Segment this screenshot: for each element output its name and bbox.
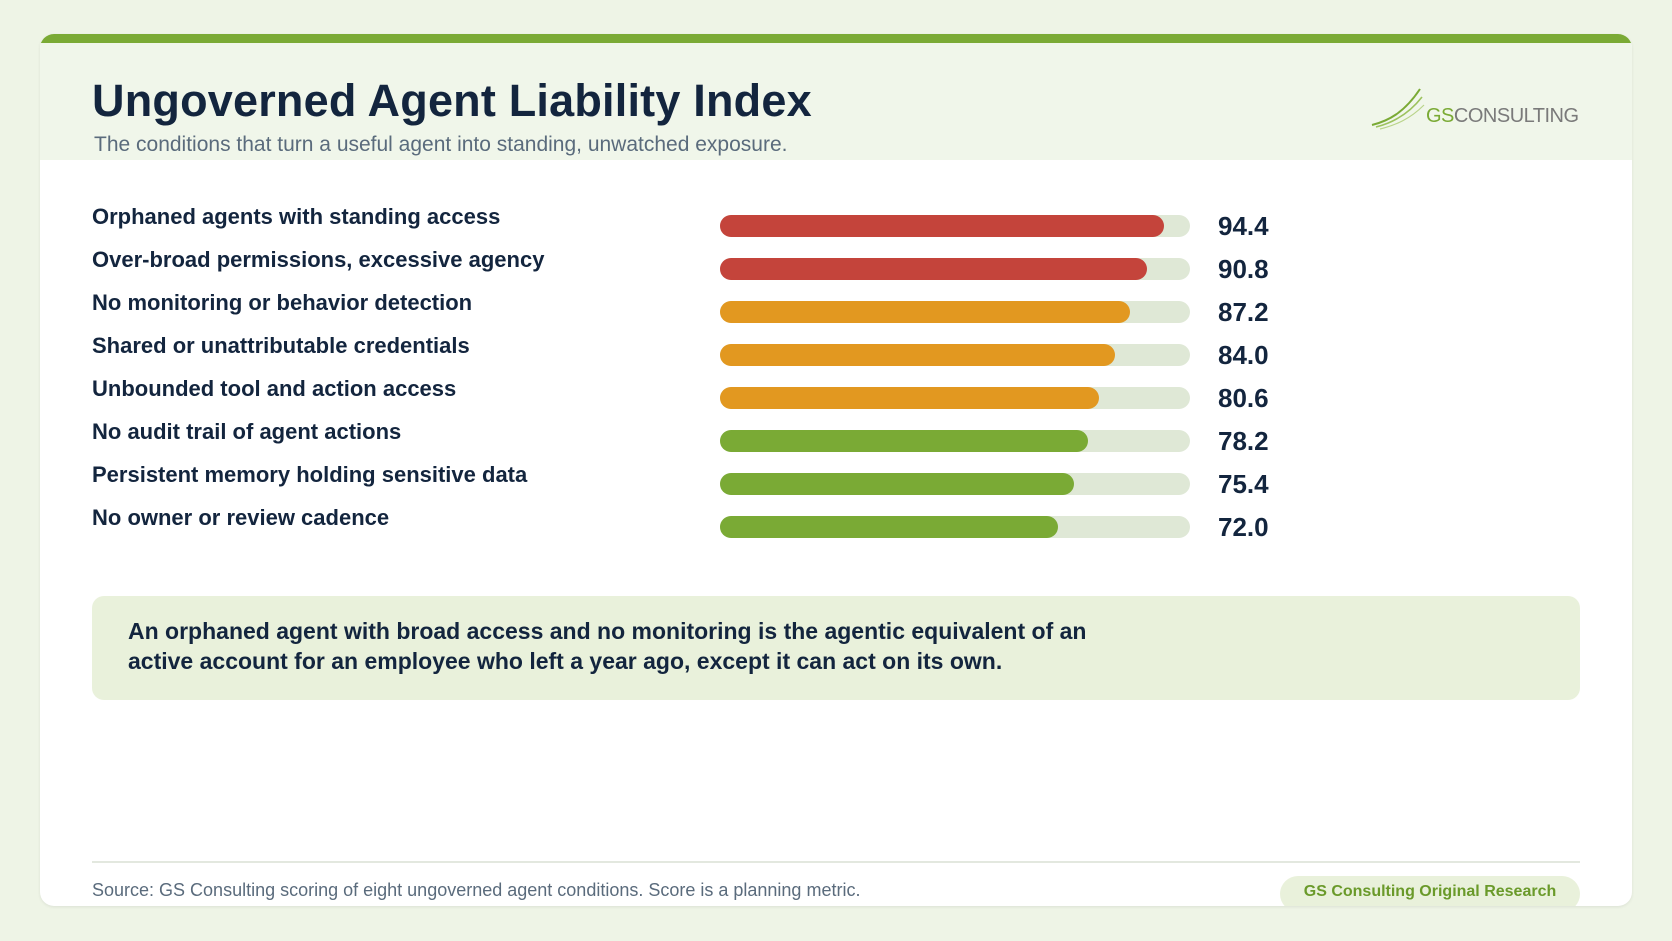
bar-track: [720, 473, 1190, 495]
bar-label: No monitoring or behavior detection: [92, 290, 473, 315]
page-title: Ungoverned Agent Liability Index: [92, 75, 812, 126]
research-badge: GS Consulting Original Research: [1280, 876, 1580, 906]
bar-value-label: 87.2: [1218, 297, 1269, 327]
header: Ungoverned Agent Liability Index The con…: [40, 43, 1632, 160]
bar-row: No owner or review cadence 72.0: [92, 505, 1332, 545]
logo-wordmark-rest: CONSULTING: [1453, 105, 1579, 127]
bar: [720, 516, 1059, 538]
bar-row: Orphaned agents with standing access 94.4: [92, 204, 1332, 244]
bar-row: Unbounded tool and action access 80.6: [92, 376, 1332, 416]
bar-track: [720, 215, 1190, 237]
bar: [720, 215, 1164, 237]
bar-track: [720, 516, 1190, 538]
callout-box: An orphaned agent with broad access and …: [92, 596, 1580, 700]
bar-label: Over-broad permissions, excessive agency: [92, 247, 545, 272]
bar-row: No monitoring or behavior detection 87.2: [92, 290, 1332, 330]
bar-track: [720, 430, 1190, 452]
bar: [720, 344, 1115, 366]
footer-divider: [92, 861, 1580, 863]
bar-label: Unbounded tool and action access: [92, 376, 457, 401]
bar-value-label: 90.8: [1218, 254, 1269, 284]
bar: [720, 258, 1147, 280]
callout-text: An orphaned agent with broad access and …: [128, 618, 1087, 674]
bar-row: Shared or unattributable credentials 84.0: [92, 333, 1332, 373]
logo-wordmark: GSCONSULTING: [1426, 105, 1579, 128]
bar-track: [720, 258, 1190, 280]
bar-value-label: 94.4: [1218, 211, 1269, 241]
bar-value-label: 80.6: [1218, 383, 1269, 413]
source-note: Source: GS Consulting scoring of eight u…: [92, 880, 861, 900]
logo-wordmark-accent: GS: [1426, 105, 1454, 127]
bar-label: Orphaned agents with standing access: [92, 204, 501, 229]
infographic-card: Ungoverned Agent Liability Index The con…: [40, 34, 1632, 906]
bar-label: No audit trail of agent actions: [92, 419, 402, 444]
page-subtitle: The conditions that turn a useful agent …: [94, 133, 788, 156]
gs-consulting-logo: GSCONSULTING: [1370, 83, 1590, 133]
bar: [720, 430, 1088, 452]
bar: [720, 473, 1075, 495]
bar-row: Over-broad permissions, excessive agency…: [92, 247, 1332, 287]
bar-row: No audit trail of agent actions 78.2: [92, 419, 1332, 459]
bar-label: Shared or unattributable credentials: [92, 333, 470, 358]
bar-value-label: 78.2: [1218, 426, 1269, 456]
bar-label: Persistent memory holding sensitive data: [92, 462, 528, 487]
accent-bar: [40, 34, 1632, 43]
bar-label: No owner or review cadence: [92, 505, 390, 530]
bar: [720, 301, 1130, 323]
bar-value-label: 84.0: [1218, 340, 1269, 370]
bar-value-label: 75.4: [1218, 469, 1269, 499]
bar-track: [720, 344, 1190, 366]
bar-track: [720, 301, 1190, 323]
logo-swoosh-icon: [1371, 88, 1425, 130]
bar: [720, 387, 1099, 409]
bar-row: Persistent memory holding sensitive data…: [92, 462, 1332, 502]
bar-track: [720, 387, 1190, 409]
bar-value-label: 72.0: [1218, 512, 1269, 542]
